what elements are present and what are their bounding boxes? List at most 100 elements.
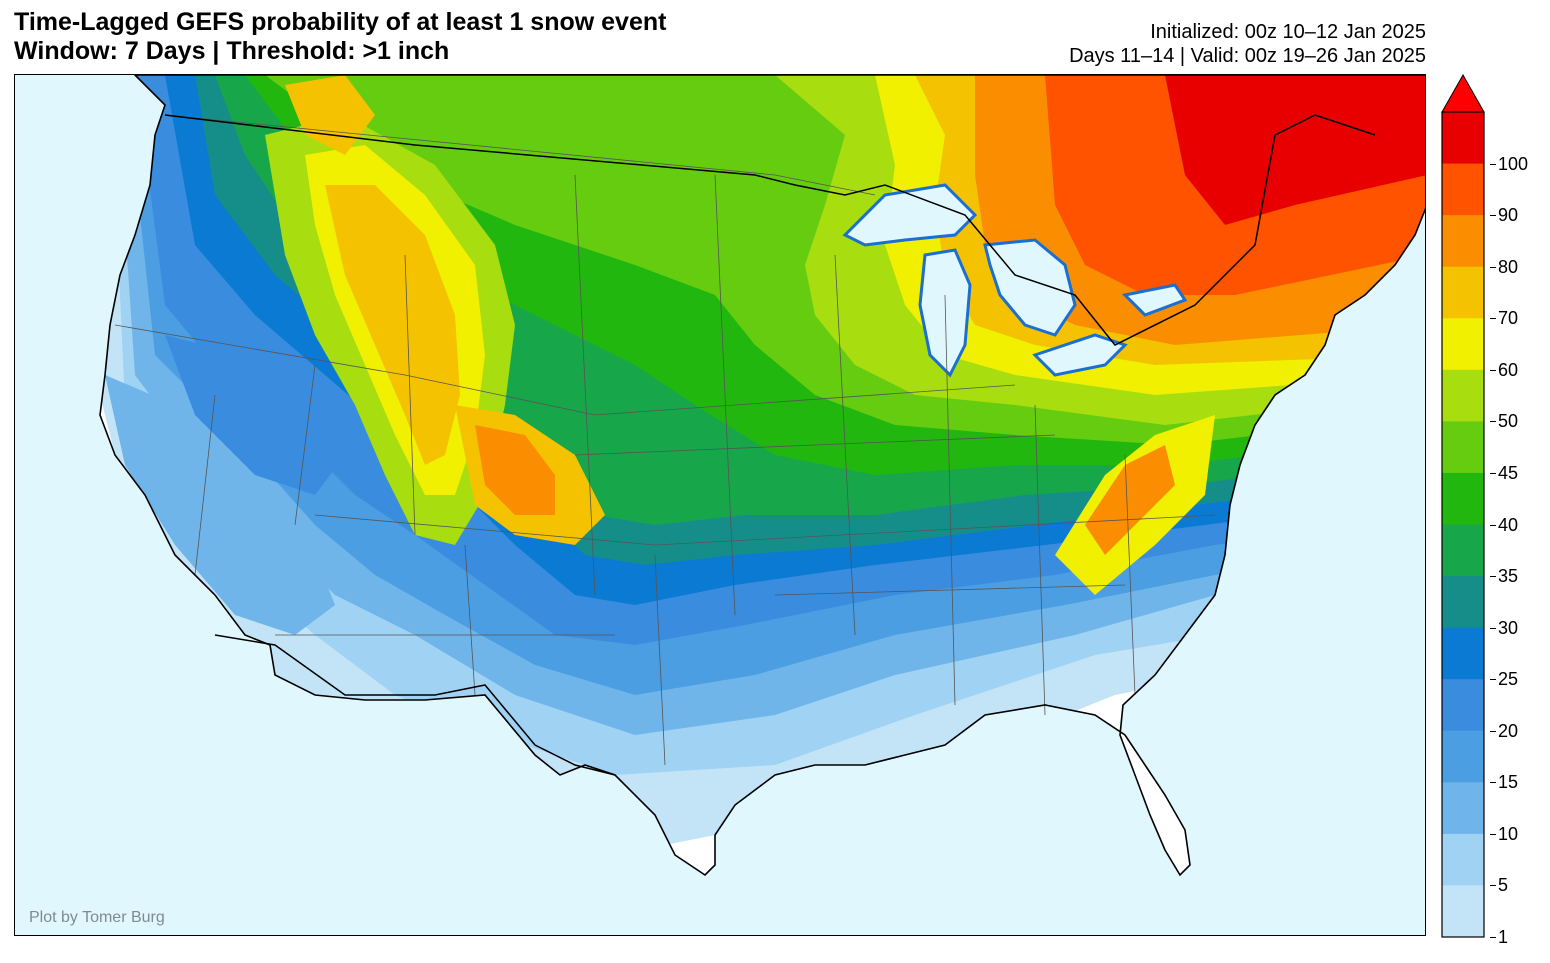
colorbar-swatch <box>1442 885 1484 938</box>
southwest-contour <box>105 375 335 635</box>
colorbar-swatch <box>1442 369 1484 422</box>
colorbar-tick <box>1490 627 1496 629</box>
colorbar-swatch <box>1442 163 1484 216</box>
montana-contour <box>285 75 375 155</box>
colorbar-tick-label: 80 <box>1498 256 1519 277</box>
colorbar-tick-label: 1 <box>1498 927 1509 947</box>
colorbar-tick-label: 35 <box>1498 566 1519 587</box>
colorbar-tick-label: 30 <box>1498 617 1519 638</box>
lake <box>1121 283 1188 317</box>
state-border <box>164 114 776 176</box>
rockies-contour <box>325 185 460 465</box>
map-title: Time-Lagged GEFS probability of at least… <box>14 8 667 36</box>
colorbar-swatch <box>1442 627 1484 680</box>
colorbar-tick <box>1490 730 1496 732</box>
colorbar-swatch <box>1442 318 1484 371</box>
colorbar-tick <box>1490 215 1496 217</box>
state-border <box>464 544 476 696</box>
coastline-outline <box>99 75 1425 877</box>
colorbar-tick <box>1490 369 1496 371</box>
snow-probability-map <box>15 75 1425 935</box>
front-range-contour <box>475 425 555 515</box>
state-border <box>114 324 406 376</box>
international-border <box>164 114 1376 346</box>
colorbar-swatch <box>1442 112 1484 165</box>
colorbar-tick <box>1490 163 1496 165</box>
colorbar-extend-arrow <box>1441 74 1485 113</box>
state-border <box>574 174 596 596</box>
colorbar-frame <box>1441 111 1485 938</box>
colorbar-swatch <box>1442 782 1484 835</box>
appalachian-contour <box>1085 445 1175 555</box>
map-subtitle: Window: 7 Days | Threshold: >1 inch <box>14 37 450 65</box>
colorbar-tick-label: 10 <box>1498 823 1519 844</box>
colorbar-swatch <box>1442 421 1484 474</box>
colorbar-tick <box>1490 472 1496 474</box>
state-border <box>714 174 736 616</box>
colorbar-tick <box>1490 421 1496 423</box>
colorbar-swatch <box>1442 524 1484 577</box>
state-borders <box>114 114 1376 776</box>
coastline <box>99 75 1425 877</box>
probability-shading <box>100 75 1425 855</box>
colorbar-tick <box>1490 576 1496 578</box>
probability-contour <box>1165 75 1425 225</box>
state-border <box>654 514 1216 546</box>
colorbar-tick-label: 5 <box>1498 875 1509 896</box>
colorbar-tick-label: 60 <box>1498 359 1519 380</box>
lake <box>1032 333 1128 377</box>
plot-credit: Plot by Tomer Burg <box>29 909 165 926</box>
state-border <box>654 554 666 766</box>
run-info: Initialized: 00z 10–12 Jan 2025 Days 11–… <box>1069 20 1426 68</box>
initialized-label: Initialized: 00z 10–12 Jan 2025 <box>1150 21 1426 43</box>
colorbar-swatch <box>1442 576 1484 629</box>
valid-label: Days 11–14 | Valid: 00z 19–26 Jan 2025 <box>1069 45 1426 67</box>
colorbar-tick <box>1490 937 1496 938</box>
state-border <box>314 514 656 546</box>
great-lakes <box>842 183 1188 378</box>
map-panel: Plot by Tomer Burg <box>14 74 1426 936</box>
great-basin-contour <box>165 335 345 495</box>
state-border <box>574 434 1056 456</box>
lake <box>983 238 1077 337</box>
colorbar-tick-label: 45 <box>1498 462 1519 483</box>
colorbar-tick-label: 70 <box>1498 308 1519 329</box>
state-border <box>834 254 856 636</box>
colorbar-swatch <box>1442 730 1484 783</box>
colorbar-tick <box>1490 318 1496 320</box>
state-border <box>1124 454 1136 696</box>
colorbar-tick <box>1490 885 1496 887</box>
colorbar-tick-label: 25 <box>1498 669 1519 690</box>
state-border <box>194 394 216 576</box>
international-border <box>214 634 616 776</box>
state-border <box>404 374 596 416</box>
colorbar-tick-label: 50 <box>1498 411 1519 432</box>
state-border <box>944 294 956 706</box>
colorbar-tick <box>1490 266 1496 268</box>
colorbar-labels: 1 5 10 15 20 25 30 35 40 45 50 60 70 80 90 100 <box>1490 74 1550 946</box>
colorbar-tick-label: 40 <box>1498 514 1519 535</box>
land-area <box>100 75 1425 875</box>
colorbar-swatch <box>1442 833 1484 886</box>
lake <box>918 248 972 378</box>
colorbar <box>1441 74 1485 938</box>
colorbar-swatch <box>1442 472 1484 525</box>
state-border <box>774 584 1126 596</box>
colorbar-swatch <box>1442 266 1484 319</box>
colorbar-tick <box>1490 524 1496 526</box>
colorbar-tick-label: 15 <box>1498 772 1519 793</box>
colorbar-tick <box>1490 782 1496 784</box>
state-border <box>1034 404 1046 716</box>
state-border <box>404 254 416 536</box>
state-border <box>294 364 316 526</box>
colorbar-tick <box>1490 679 1496 681</box>
colorbar-tick-label: 20 <box>1498 720 1519 741</box>
colorbar-tick-label: 100 <box>1498 153 1529 174</box>
colorbar-swatch <box>1442 679 1484 732</box>
lake <box>842 183 978 247</box>
title-block: Time-Lagged GEFS probability of at least… <box>14 8 666 66</box>
colorbar-tick <box>1490 833 1496 835</box>
colorbar-swatch <box>1442 215 1484 268</box>
state-border <box>594 384 1016 416</box>
colorbar-tick-label: 90 <box>1498 205 1519 226</box>
